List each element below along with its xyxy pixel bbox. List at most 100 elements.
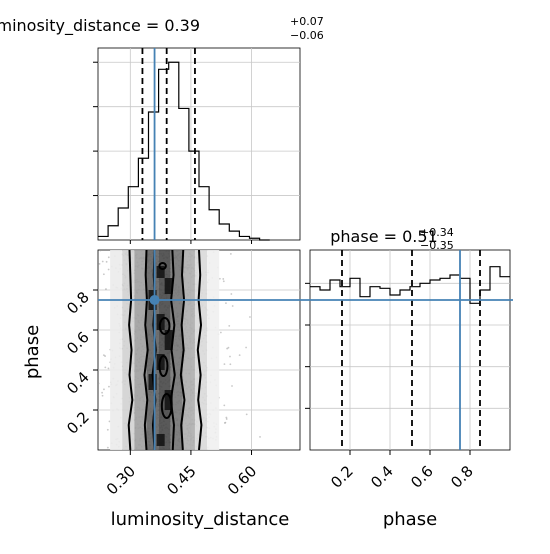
sample-point: [98, 262, 101, 265]
sample-point: [104, 366, 107, 369]
sample-point: [223, 404, 226, 407]
ld-title-value: 0.39: [164, 16, 200, 35]
sample-point: [102, 273, 105, 276]
sample-point: [231, 305, 234, 307]
density-column-1: [122, 250, 135, 450]
joint-ytick-label-3: 0.8: [63, 288, 93, 318]
density-cell-3: [164, 390, 173, 410]
sample-point: [218, 277, 221, 280]
sample-point: [223, 422, 226, 424]
phase-xtick-label-3: 0.8: [447, 462, 477, 492]
sample-point: [249, 316, 251, 318]
phase-title: phase = 0.51: [330, 227, 437, 246]
sample-point: [106, 446, 109, 449]
phase-xtick-label-0: 0.2: [327, 462, 357, 492]
joint-xtick-label-2: 0.60: [224, 462, 260, 498]
sample-point: [105, 288, 107, 290]
phase-hist-step: [310, 266, 510, 304]
sample-point: [105, 260, 108, 263]
sample-point: [229, 363, 232, 366]
sample-point: [101, 394, 104, 397]
joint-posterior-panel: 0.30 0.45 0.60 0.2 0.4 0.6 0.8: [63, 249, 513, 498]
sample-point: [245, 346, 247, 349]
joint-xtick-label-0: 0.30: [103, 462, 139, 498]
marginal-luminosity-distance-panel: [93, 47, 301, 244]
contour-blob-2: [160, 393, 173, 419]
ld-title: luminosity_distance = 0.39: [0, 16, 200, 36]
sample-point: [106, 428, 109, 431]
sample-point: [98, 382, 100, 385]
contour-mid-left: [143, 250, 149, 450]
ld-title-param: luminosity_distance: [0, 16, 141, 36]
sample-point: [70, 282, 72, 284]
sample-point: [222, 278, 225, 280]
contour-blob-0: [158, 317, 171, 335]
x-axis-label-luminosity-distance: luminosity_distance: [111, 509, 290, 530]
joint-ytick-label-2: 0.6: [63, 328, 93, 358]
sample-point: [108, 385, 110, 388]
sample-point: [238, 354, 241, 357]
sample-point: [219, 331, 222, 334]
contour-blob-1: [158, 355, 169, 377]
density-cell-8: [164, 278, 173, 294]
sample-point: [108, 420, 111, 423]
sample-point: [99, 250, 102, 252]
sample-point: [107, 256, 110, 259]
ld-title-minus: −0.06: [290, 29, 324, 42]
sample-point: [93, 366, 95, 368]
phase-title-minus: −0.35: [420, 239, 454, 252]
sample-point: [226, 347, 229, 350]
sample-point: [228, 324, 231, 327]
sample-point: [89, 265, 91, 267]
density-column-0: [110, 250, 123, 450]
sample-point: [230, 293, 233, 295]
sample-point: [80, 401, 82, 403]
joint-ytick-label-0: 0.2: [63, 408, 93, 438]
joint-density: [110, 250, 220, 450]
phase-xtick-label-2: 0.6: [407, 462, 437, 492]
joint-ytick-label-1: 0.4: [63, 368, 93, 398]
sample-point: [93, 310, 95, 312]
joint-xtick-label-1: 0.45: [163, 462, 199, 498]
sample-point: [225, 418, 228, 420]
phase-title-value: 0.51: [402, 227, 438, 246]
sample-point: [225, 302, 227, 305]
sample-point: [104, 355, 106, 357]
marginal-phase-panel: 0.2 0.4 0.6 0.8: [305, 249, 511, 492]
density-column-6: [182, 250, 195, 450]
density-cell-5: [164, 330, 173, 350]
sample-point: [92, 383, 94, 385]
sample-point: [101, 260, 104, 263]
ld-hist-step: [98, 61, 270, 241]
sample-point: [225, 416, 228, 419]
sample-point: [101, 391, 103, 394]
density-cell-0: [156, 266, 165, 278]
density-column-8: [207, 250, 220, 450]
density-cell-6: [156, 434, 165, 446]
sample-point: [102, 354, 105, 356]
x-axis-label-phase: phase: [383, 509, 437, 530]
sample-point: [245, 413, 248, 416]
phase-xtick-label-1: 0.4: [367, 462, 397, 492]
contour-mid-right: [179, 250, 186, 450]
phase-title-plus: +0.34: [420, 226, 454, 239]
sample-point: [227, 346, 230, 349]
sample-point: [103, 388, 105, 391]
ld-title-plus: +0.07: [290, 15, 324, 28]
sample-point: [229, 252, 232, 255]
contour-outer-left: [127, 250, 134, 450]
sample-point: [259, 436, 261, 438]
sample-point: [222, 280, 225, 283]
sample-point: [223, 363, 226, 366]
contour-blob-3: [158, 262, 167, 270]
y-axis-label-phase: phase: [22, 325, 43, 379]
sample-point: [229, 355, 231, 358]
contour-inner-right: [169, 250, 176, 450]
contour-outer-right: [196, 250, 203, 450]
sample-point: [231, 385, 233, 387]
ld-hist-frame: [97, 47, 301, 241]
sample-point: [107, 367, 110, 370]
sample-point: [107, 268, 110, 271]
